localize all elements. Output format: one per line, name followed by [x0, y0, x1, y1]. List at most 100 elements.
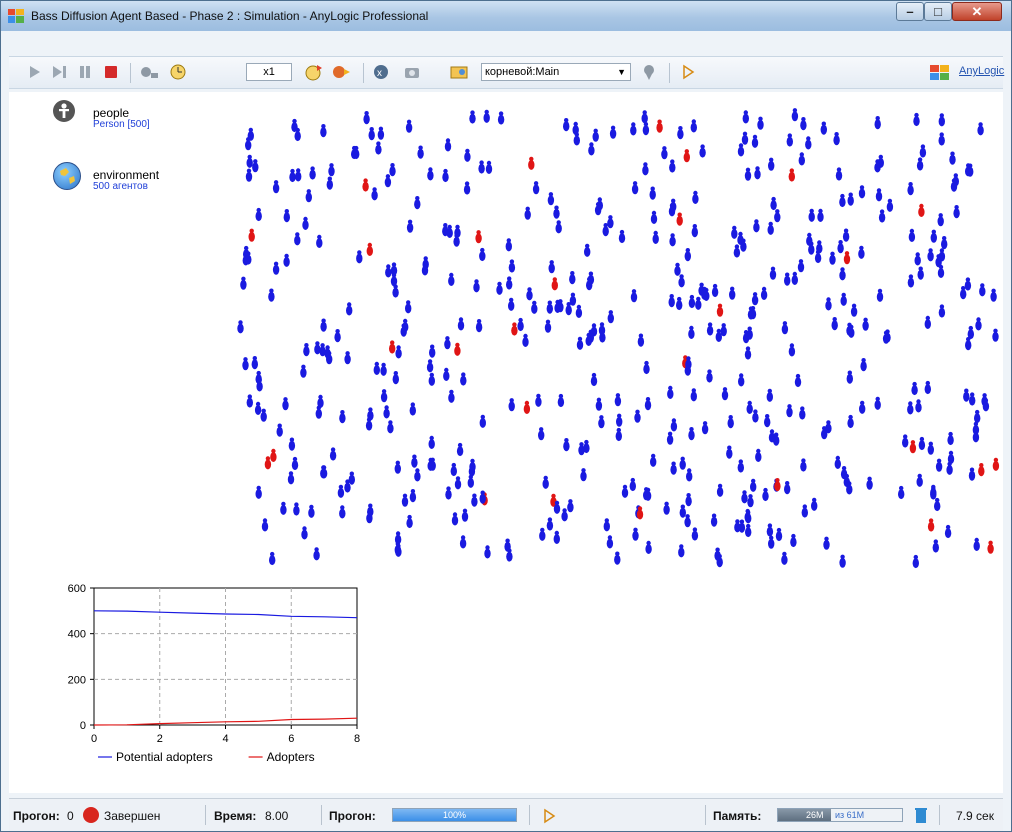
potential-agent[interactable] — [754, 166, 761, 180]
potential-agent[interactable] — [517, 317, 524, 332]
potential-agent[interactable] — [907, 274, 915, 288]
potential-agent[interactable] — [800, 458, 807, 472]
potential-agent[interactable] — [750, 478, 757, 492]
potential-agent[interactable] — [630, 122, 637, 136]
potential-agent[interactable] — [456, 442, 464, 457]
potential-agent[interactable] — [442, 168, 449, 183]
potential-agent[interactable] — [546, 300, 553, 314]
potential-agent[interactable] — [255, 207, 262, 222]
potential-agent[interactable] — [317, 394, 324, 408]
potential-agent[interactable] — [505, 238, 512, 252]
potential-agent[interactable] — [445, 486, 452, 500]
potential-agent[interactable] — [406, 219, 414, 233]
adopter-agent[interactable] — [656, 119, 663, 133]
potential-agent[interactable] — [585, 332, 592, 346]
potential-agent[interactable] — [773, 432, 780, 446]
potential-agent[interactable] — [790, 533, 797, 548]
potential-agent[interactable] — [414, 196, 421, 210]
potential-agent[interactable] — [874, 116, 881, 130]
potential-agent[interactable] — [751, 134, 759, 148]
potential-agent[interactable] — [963, 388, 970, 402]
potential-agent[interactable] — [548, 260, 555, 274]
potential-agent[interactable] — [346, 302, 353, 316]
slow-down-icon[interactable] — [331, 63, 353, 81]
adopter-agent[interactable] — [909, 440, 917, 454]
potential-agent[interactable] — [268, 288, 275, 302]
potential-agent[interactable] — [329, 447, 337, 461]
potential-agent[interactable] — [706, 322, 714, 336]
potential-agent[interactable] — [395, 345, 402, 359]
adopter-agent[interactable] — [788, 168, 795, 182]
potential-agent[interactable] — [479, 414, 486, 428]
potential-agent[interactable] — [669, 233, 676, 247]
potential-agent[interactable] — [907, 401, 914, 415]
potential-agent[interactable] — [380, 389, 388, 403]
potential-agent[interactable] — [629, 477, 636, 492]
potential-agent[interactable] — [720, 323, 727, 337]
potential-agent[interactable] — [344, 351, 351, 365]
potential-agent[interactable] — [506, 276, 513, 290]
potential-agent[interactable] — [937, 213, 944, 227]
potential-agent[interactable] — [254, 401, 262, 415]
potential-agent[interactable] — [738, 373, 745, 387]
potential-agent[interactable] — [663, 501, 670, 515]
potential-agent[interactable] — [674, 262, 681, 276]
potential-agent[interactable] — [727, 415, 734, 429]
potential-agent[interactable] — [385, 264, 392, 278]
potential-agent[interactable] — [448, 272, 455, 286]
virtual-time-icon[interactable] — [169, 63, 189, 81]
potential-agent[interactable] — [409, 402, 416, 416]
potential-agent[interactable] — [786, 404, 793, 418]
potential-agent[interactable] — [979, 283, 986, 297]
potential-agent[interactable] — [314, 341, 321, 355]
potential-agent[interactable] — [745, 523, 752, 538]
minimize-button[interactable]: – — [896, 2, 924, 21]
potential-agent[interactable] — [767, 221, 774, 235]
potential-agent[interactable] — [417, 145, 424, 159]
potential-agent[interactable] — [858, 185, 866, 199]
potential-agent[interactable] — [650, 453, 657, 467]
potential-agent[interactable] — [392, 284, 399, 298]
potential-agent[interactable] — [603, 518, 610, 532]
potential-agent[interactable] — [714, 547, 721, 561]
potential-agent[interactable] — [246, 154, 253, 168]
potential-agent[interactable] — [363, 111, 370, 125]
potential-agent[interactable] — [800, 117, 807, 131]
potential-agent[interactable] — [400, 323, 407, 337]
potential-agent[interactable] — [908, 228, 916, 242]
potential-agent[interactable] — [380, 362, 387, 376]
potential-agent[interactable] — [421, 262, 429, 276]
potential-agent[interactable] — [287, 471, 295, 485]
maximize-button[interactable]: □ — [924, 2, 952, 21]
potential-agent[interactable] — [949, 151, 956, 165]
potential-agent[interactable] — [882, 330, 890, 344]
potential-agent[interactable] — [859, 400, 866, 414]
potential-agent[interactable] — [282, 397, 289, 411]
potential-agent[interactable] — [394, 460, 401, 474]
potential-agent[interactable] — [752, 409, 759, 423]
potential-agent[interactable] — [791, 108, 799, 122]
potential-agent[interactable] — [781, 551, 788, 565]
potential-agent[interactable] — [553, 500, 561, 514]
potential-agent[interactable] — [319, 343, 326, 357]
potential-agent[interactable] — [927, 441, 934, 455]
potential-agent[interactable] — [741, 490, 748, 504]
potential-agent[interactable] — [846, 481, 853, 495]
potential-agent[interactable] — [811, 497, 818, 511]
potential-agent[interactable] — [644, 397, 652, 411]
potential-agent[interactable] — [729, 286, 736, 300]
pause-icon[interactable] — [77, 63, 93, 81]
potential-agent[interactable] — [240, 276, 247, 290]
potential-agent[interactable] — [769, 266, 777, 280]
potential-agent[interactable] — [688, 325, 695, 339]
speed-up-icon[interactable] — [304, 63, 324, 81]
potential-agent[interactable] — [406, 514, 413, 529]
potential-agent[interactable] — [766, 388, 773, 402]
potential-agent[interactable] — [351, 145, 358, 160]
potential-agent[interactable] — [916, 157, 924, 171]
potential-agent[interactable] — [737, 459, 744, 473]
potential-agent[interactable] — [429, 344, 436, 358]
potential-agent[interactable] — [313, 547, 320, 561]
potential-agent[interactable] — [395, 543, 402, 557]
potential-agent[interactable] — [666, 431, 674, 445]
